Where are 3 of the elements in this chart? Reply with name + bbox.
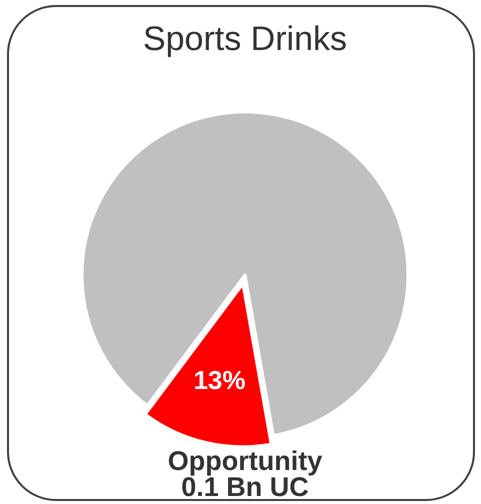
text: Opportunity 0.1 Bn UC (168, 446, 322, 502)
chart-title: Sports Drinks (142, 20, 348, 58)
data-label: 13% (193, 364, 246, 395)
